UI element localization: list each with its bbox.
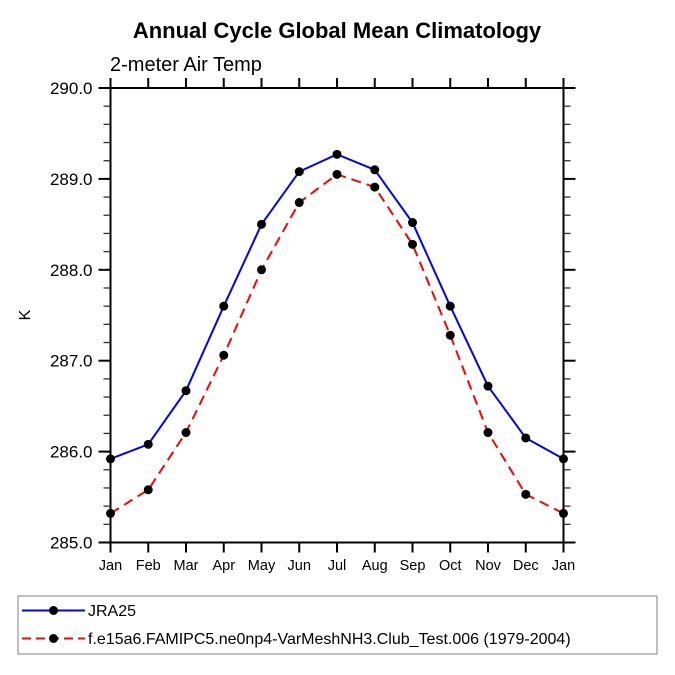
x-tick-label: Jan [99, 558, 122, 574]
data-point-marker-s1 [143, 485, 153, 495]
legend-item-jra25: JRA25 [22, 603, 136, 620]
x-tick-label: Aug [362, 558, 388, 574]
data-point-marker-s1 [106, 508, 115, 518]
x-tick-label: Jul [328, 558, 347, 574]
x-tick-label: Jan [552, 558, 575, 574]
data-point-marker-s0 [483, 381, 493, 391]
legend-label-model: f.e15a6.FAMIPC5.ne0np4-VarMeshNH3.Club_T… [88, 631, 571, 648]
series-line-1 [109, 173, 564, 515]
y-tick-label: 286.0 [50, 443, 93, 462]
x-tick-label: Nov [475, 558, 502, 574]
data-point-marker-s0 [521, 433, 531, 443]
data-point-marker-s0 [143, 439, 153, 449]
y-tick-label: 288.0 [50, 261, 93, 280]
legend: JRA25 f.e15a6.FAMIPC5.ne0np4-VarMeshNH3.… [17, 595, 658, 655]
data-point-marker-s1 [408, 239, 417, 249]
legend-box [17, 595, 658, 655]
x-tick-label: Feb [136, 558, 161, 574]
data-point-marker-s1 [181, 428, 191, 438]
legend-label-jra25: JRA25 [88, 603, 136, 620]
data-point-marker-s1 [370, 182, 380, 192]
data-point-marker-s1 [445, 330, 455, 340]
plot-area: 285.0 286.0 287.0 288.0 289.0 290.0 Jan Feb Mar A… [50, 78, 576, 574]
chart-title: Annual Cycle Global Mean Climatology [133, 18, 542, 43]
legend-item-model: f.e15a6.FAMIPC5.ne0np4-VarMeshNH3.Club_T… [22, 631, 571, 648]
data-point-marker-s0 [257, 219, 266, 229]
data-point-marker-s0 [181, 386, 191, 396]
x-tick-label: Mar [174, 558, 199, 574]
data-point-marker-s0 [370, 165, 380, 175]
x-tick-label: Oct [439, 558, 462, 574]
chart-subtitle: 2-meter Air Temp [110, 54, 262, 76]
data-point-marker-s0 [445, 301, 455, 311]
x-tick-label: May [248, 558, 276, 574]
y-tick-label: 290.0 [50, 79, 93, 98]
data-point-marker-s0 [219, 301, 229, 311]
data-point-marker-s1 [483, 428, 493, 438]
legend-marker-dot [49, 634, 58, 643]
data-point-marker-s1 [257, 265, 266, 275]
data-point-marker-s1 [521, 489, 531, 499]
data-point-marker-s0 [294, 167, 304, 177]
data-point-marker-s1 [559, 508, 568, 518]
data-point-marker-s0 [106, 454, 115, 464]
data-point-marker-s1 [294, 198, 304, 208]
data-point-marker-s0 [332, 149, 342, 159]
y-tick-label: 287.0 [50, 352, 93, 371]
x-tick-label: Sep [400, 558, 426, 574]
data-point-marker-s1 [332, 169, 342, 179]
y-axis-label: K [17, 309, 34, 320]
legend-marker-dot [49, 606, 58, 615]
data-point-marker-s0 [559, 454, 568, 464]
data-point-marker-s1 [219, 350, 229, 360]
data-point-marker-s0 [408, 218, 417, 228]
y-tick-label: 285.0 [50, 534, 93, 553]
x-tick-label: Jun [288, 558, 311, 574]
x-tick-label: Dec [513, 558, 539, 574]
y-tick-label: 289.0 [50, 170, 93, 189]
series-line-0 [110, 153, 564, 460]
x-tick-label: Apr [212, 558, 235, 574]
